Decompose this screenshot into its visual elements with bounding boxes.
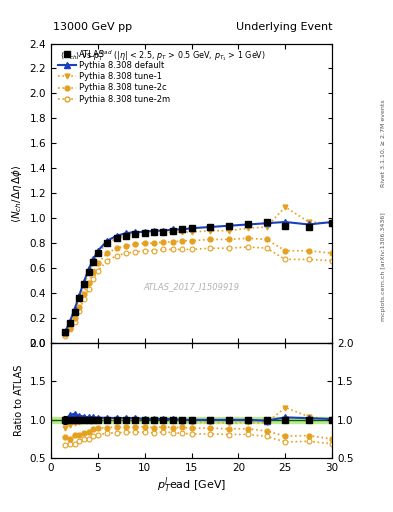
- Text: $\langle N_{ch}\rangle$ vs $p_T^{lead}$ ($|\eta|$ < 2.5, $p_T$ > 0.5 GeV, $p_{T_: $\langle N_{ch}\rangle$ vs $p_T^{lead}$ …: [59, 48, 265, 63]
- Text: 13000 GeV pp: 13000 GeV pp: [53, 22, 132, 32]
- X-axis label: $p_T^l$ead [GeV]: $p_T^l$ead [GeV]: [157, 476, 226, 496]
- Text: mcplots.cern.ch [arXiv:1306.3436]: mcplots.cern.ch [arXiv:1306.3436]: [381, 212, 386, 321]
- Y-axis label: $\langle N_{ch}/\Delta\eta\,\Delta\phi\rangle$: $\langle N_{ch}/\Delta\eta\,\Delta\phi\r…: [10, 164, 24, 223]
- Text: Underlying Event: Underlying Event: [235, 22, 332, 32]
- Text: ATLAS_2017_I1509919: ATLAS_2017_I1509919: [143, 282, 240, 291]
- Text: Rivet 3.1.10, ≥ 2.7M events: Rivet 3.1.10, ≥ 2.7M events: [381, 99, 386, 187]
- Y-axis label: Ratio to ATLAS: Ratio to ATLAS: [14, 365, 24, 436]
- Legend: ATLAS, Pythia 8.308 default, Pythia 8.308 tune-1, Pythia 8.308 tune-2c, Pythia 8: ATLAS, Pythia 8.308 default, Pythia 8.30…: [55, 48, 173, 106]
- Bar: [51, 417, 332, 423]
